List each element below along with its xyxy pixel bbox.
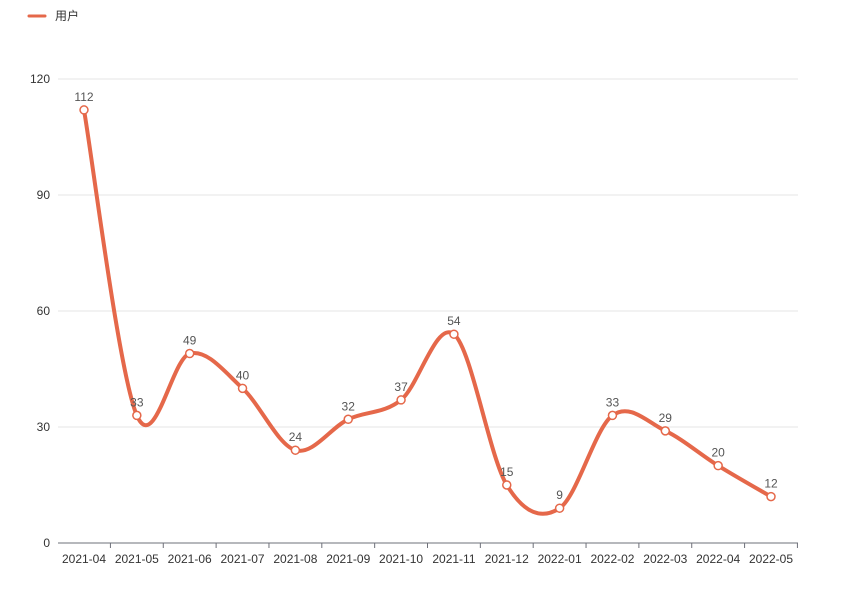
x-tick-label: 2022-05 (749, 552, 793, 566)
x-tick-label: 2022-04 (696, 552, 740, 566)
y-tick-label: 30 (37, 420, 51, 434)
data-point[interactable] (396, 395, 406, 405)
x-axis-ticks: 2021-04 2021-05 2021-06 2021-07 2021-08 2021-… (62, 552, 793, 566)
data-point[interactable] (79, 105, 89, 115)
data-label: 33 (606, 395, 620, 409)
legend-series-label: 用户 (55, 8, 79, 23)
data-label: 32 (342, 399, 356, 413)
data-label: 33 (130, 395, 144, 409)
data-point[interactable] (237, 383, 248, 394)
data-point[interactable] (713, 460, 723, 471)
axes (58, 542, 798, 548)
data-label: 49 (183, 334, 197, 348)
series-line (82, 107, 773, 516)
data-point[interactable] (343, 414, 353, 425)
data-labels: 112 33 49 40 24 32 37 54 15 9 33 29 20 12 (74, 90, 778, 502)
x-tick-label: 2021-06 (168, 552, 212, 566)
y-axis-ticks: 0 30 60 90 120 (30, 72, 50, 550)
data-label: 12 (764, 477, 778, 491)
data-point[interactable] (290, 445, 301, 455)
x-tick-label: 2021-08 (273, 552, 317, 566)
data-point[interactable] (554, 503, 565, 513)
data-label: 24 (289, 430, 303, 444)
series-layer (82, 107, 773, 516)
data-point[interactable] (607, 410, 618, 421)
legend[interactable]: 用户 (27, 8, 79, 23)
data-label: 20 (711, 446, 725, 460)
x-tick-label: 2021-10 (379, 552, 423, 566)
data-label: 15 (500, 465, 514, 479)
data-label: 54 (447, 314, 461, 328)
x-tick-label: 2022-03 (643, 552, 687, 566)
data-points[interactable] (79, 105, 776, 513)
data-point[interactable] (184, 348, 195, 359)
y-tick-label: 120 (30, 72, 50, 86)
x-tick-label: 2022-01 (538, 552, 582, 566)
x-tick-label: 2021-09 (326, 552, 370, 566)
data-point[interactable] (766, 491, 776, 502)
y-tick-label: 90 (37, 188, 51, 202)
x-tick-label: 2021-04 (62, 552, 106, 566)
data-label: 40 (236, 368, 250, 382)
gridlines (58, 78, 798, 428)
y-tick-label: 60 (37, 304, 51, 318)
data-label: 112 (74, 90, 93, 104)
x-tick-label: 2021-11 (432, 552, 475, 566)
data-point[interactable] (132, 410, 142, 421)
data-point[interactable] (449, 329, 459, 339)
data-label: 29 (659, 411, 673, 425)
x-tick-label: 2021-07 (221, 552, 265, 566)
data-label: 9 (556, 488, 563, 502)
data-point[interactable] (502, 480, 512, 490)
x-tick-label: 2021-05 (115, 552, 159, 566)
data-point[interactable] (660, 426, 671, 436)
data-label: 37 (394, 380, 408, 394)
x-tick-label: 2021-12 (485, 552, 529, 566)
x-tick-label: 2022-02 (590, 552, 634, 566)
y-tick-label: 0 (43, 536, 50, 550)
